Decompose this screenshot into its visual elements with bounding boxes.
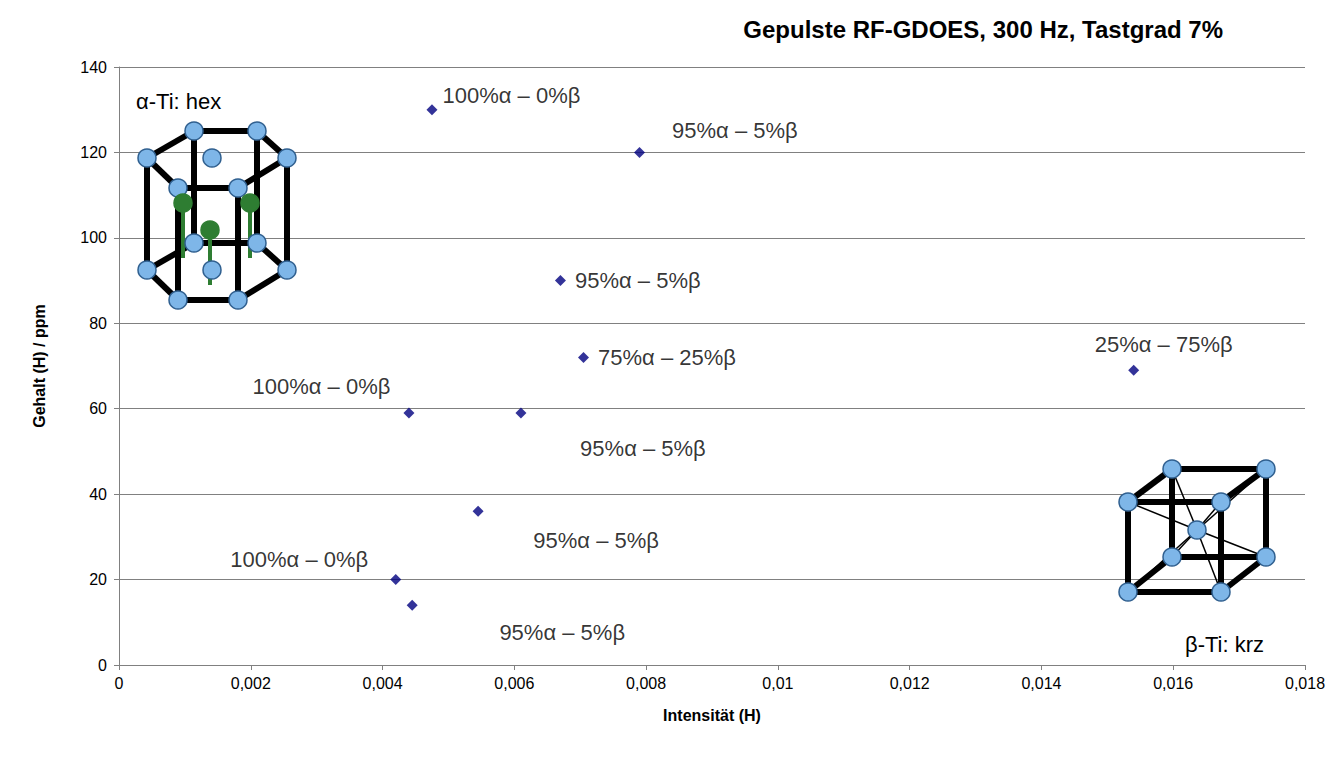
svg-text:0,008: 0,008 [626,675,666,692]
svg-text:α-Ti: hex: α-Ti: hex [136,89,221,114]
svg-text:60: 60 [89,400,107,417]
svg-text:100%α – 0%β: 100%α – 0%β [230,547,368,572]
svg-text:0,012: 0,012 [890,675,930,692]
svg-text:140: 140 [80,59,107,76]
svg-text:0,01: 0,01 [762,675,793,692]
svg-text:95%α – 5%β: 95%α – 5%β [580,436,706,461]
svg-text:0,006: 0,006 [494,675,534,692]
svg-text:100: 100 [80,229,107,246]
svg-text:75%α – 25%β: 75%α – 25%β [598,345,736,370]
svg-text:0,004: 0,004 [363,675,403,692]
svg-text:Gehalt (H) / ppm: Gehalt (H) / ppm [31,304,48,428]
svg-text:0,018: 0,018 [1285,675,1325,692]
svg-text:40: 40 [89,486,107,503]
svg-text:95%α – 5%β: 95%α – 5%β [499,620,625,645]
svg-text:25%α – 75%β: 25%α – 75%β [1095,332,1233,357]
svg-text:0,002: 0,002 [231,675,271,692]
svg-text:0: 0 [98,657,107,674]
svg-text:100%α – 0%β: 100%α – 0%β [442,83,580,108]
svg-text:β-Ti: krz: β-Ti: krz [1185,632,1264,657]
svg-text:120: 120 [80,144,107,161]
svg-text:0,014: 0,014 [1021,675,1061,692]
svg-text:100%α – 0%β: 100%α – 0%β [253,374,391,399]
svg-text:95%α – 5%β: 95%α – 5%β [533,528,659,553]
svg-text:20: 20 [89,571,107,588]
svg-text:Intensität (H): Intensität (H) [663,707,761,724]
svg-text:95%α – 5%β: 95%α – 5%β [672,118,798,143]
svg-text:0: 0 [115,675,124,692]
svg-text:80: 80 [89,315,107,332]
svg-text:95%α – 5%β: 95%α – 5%β [575,268,701,293]
svg-text:Gepulste RF-GDOES, 300 Hz, Tas: Gepulste RF-GDOES, 300 Hz, Tastgrad 7% [743,16,1223,43]
svg-text:0,016: 0,016 [1153,675,1193,692]
